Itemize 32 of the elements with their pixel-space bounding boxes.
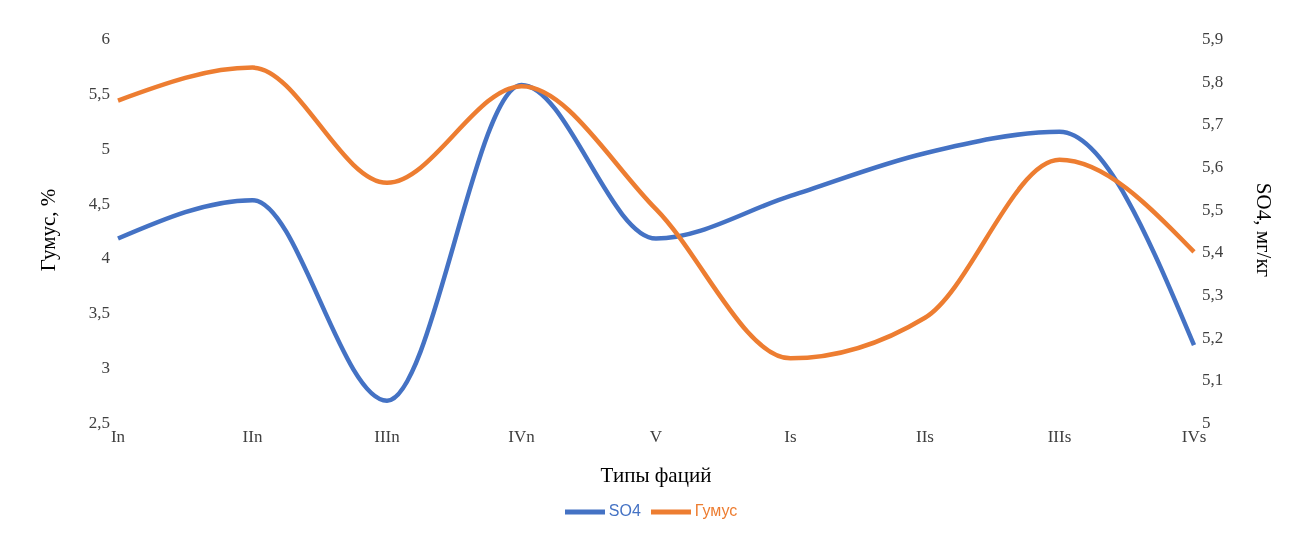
- x-tick-label: IIs: [916, 427, 934, 447]
- y-axis-title: Гумус, %: [36, 188, 61, 272]
- y2-tick-label: 5,3: [1202, 285, 1224, 305]
- y2-axis-title: SO4, мг/кг: [1251, 182, 1276, 278]
- y-tick-label: 5: [101, 138, 110, 158]
- x-tick-label: IVn: [508, 427, 536, 447]
- x-tick-label: In: [110, 427, 126, 447]
- y-tick-label: 4: [101, 248, 111, 268]
- y2-tick-label: 5,2: [1202, 327, 1224, 347]
- y-tick-label: 5,5: [88, 83, 110, 103]
- legend-label: Гумус: [694, 502, 738, 520]
- x-tick-label: IIn: [242, 427, 263, 447]
- x-axis-title: Типы фаций: [600, 463, 712, 487]
- y2-tick-label: 5,1: [1202, 370, 1224, 390]
- y2-tick-label: 5,8: [1202, 71, 1224, 91]
- y2-tick-label: 5,4: [1202, 242, 1224, 262]
- legend-label: SO4: [608, 502, 641, 520]
- y2-tick-label: 5,5: [1202, 199, 1224, 219]
- y-tick-label: 4,5: [88, 193, 110, 213]
- x-tick-label: Is: [784, 427, 797, 447]
- y-tick-label: 3: [101, 358, 110, 378]
- y2-tick-label: 5,6: [1202, 157, 1224, 177]
- x-tick-label: V: [649, 427, 663, 447]
- y2-tick-label: 5,9: [1202, 29, 1224, 49]
- y2-tick-label: 5,7: [1202, 114, 1224, 134]
- x-tick-label: IIIs: [1047, 427, 1072, 447]
- line-series: [115, 82, 1197, 403]
- x-tick-label: IIIn: [374, 427, 401, 447]
- y-tick-label: 6: [101, 29, 110, 49]
- y-tick-label: 2,5: [88, 413, 110, 433]
- line-series: [115, 65, 1197, 361]
- y-tick-label: 3,5: [88, 303, 110, 323]
